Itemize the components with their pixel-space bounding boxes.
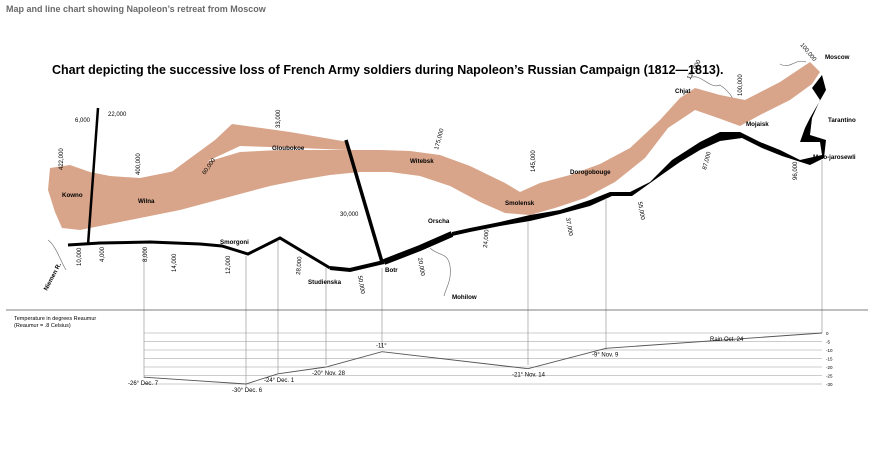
city-label: Niemen R. xyxy=(43,262,64,292)
city-label: Smolensk xyxy=(505,200,535,207)
city-label: Witebsk xyxy=(410,158,434,165)
city-label: Wilna xyxy=(138,198,155,205)
city-label: Mohilow xyxy=(452,294,477,301)
retreat-segment xyxy=(329,260,385,273)
temperature-label: Temperature in degrees Reaumur xyxy=(14,316,96,322)
army-size-label: 96,000 xyxy=(793,161,799,180)
river-line xyxy=(779,60,807,67)
temperature-grid: 0 -5 -10 -15 -20 -25 -30 xyxy=(144,331,833,387)
chart-title: Chart depicting the successive loss of F… xyxy=(52,63,724,77)
army-size-label: 33,000 xyxy=(276,109,282,128)
retreat-segment xyxy=(67,236,331,270)
army-size-label: 87,000 xyxy=(702,151,713,171)
temperature-tick-label: -25 xyxy=(826,374,833,379)
retreat-army-labels: 96,000 87,000 55,000 37,000 24,000 20,00… xyxy=(77,151,799,295)
temperature-point-label: Rain Oct. 24 xyxy=(710,337,744,343)
city-label: Kowno xyxy=(62,192,83,199)
temperature-tick-label: -15 xyxy=(826,357,833,362)
advance-band xyxy=(48,62,820,230)
army-size-label: 22,000 xyxy=(108,112,127,118)
retreat-band xyxy=(67,75,826,273)
city-label: Gloubokoe xyxy=(272,145,305,152)
advance-segment xyxy=(150,124,348,188)
temperature-tick-label: -10 xyxy=(826,348,833,353)
army-size-label: 55,000 xyxy=(636,201,645,221)
temperature-tick-label: -30 xyxy=(826,382,833,387)
temperature-point-label: -9° Nov. 9 xyxy=(592,352,619,358)
retreat-segment xyxy=(86,107,100,246)
army-size-label: 12,000 xyxy=(226,255,232,274)
army-size-label: 10,000 xyxy=(77,247,83,266)
army-size-label: 145,000 xyxy=(531,150,537,172)
temperature-tick-label: -20 xyxy=(826,365,833,370)
army-size-label: 4,000 xyxy=(100,246,106,262)
army-size-label: 50,000 xyxy=(356,275,365,295)
army-size-label: 127,000 xyxy=(687,59,703,81)
city-label: Dorogobouge xyxy=(570,169,611,176)
side-army-labels: 6,000 22,000 30,000 xyxy=(75,112,359,218)
army-size-label: 175,000 xyxy=(434,127,446,150)
army-size-label: 28,000 xyxy=(296,256,304,275)
city-label: Smorgoni xyxy=(220,239,249,246)
army-size-label: 8,000 xyxy=(143,246,149,262)
page-caption: Map and line chart showing Napoleon’s re… xyxy=(6,4,266,14)
city-label: Studienska xyxy=(308,279,342,286)
army-size-label: 30,000 xyxy=(340,212,359,218)
connector-lines xyxy=(143,160,823,387)
army-size-label: 100,000 xyxy=(798,42,817,63)
temperature-panel: Temperature in degrees Reaumur (Reaumur … xyxy=(6,309,868,394)
army-size-label: 400,000 xyxy=(136,153,142,175)
army-size-label: 37,000 xyxy=(564,217,573,237)
temperature-point-label: -26° Dec. 7 xyxy=(128,381,159,387)
temperature-sublabel: (Reaumur = .8 Celsius) xyxy=(14,323,71,329)
temperature-point-label: -24° Dec. 1 xyxy=(264,378,295,384)
army-size-label: 422,000 xyxy=(59,148,65,170)
army-size-label: 20,000 xyxy=(416,257,425,277)
army-size-label: 100,000 xyxy=(738,74,744,96)
retreat-segment xyxy=(382,231,454,265)
city-label: Orscha xyxy=(428,218,450,225)
temperature-point-label: -20° Nov. 28 xyxy=(312,371,346,377)
retreat-segment xyxy=(344,139,384,263)
river-line xyxy=(429,247,451,297)
city-label: Mojaisk xyxy=(746,121,769,128)
temperature-point-label: -21° Nov. 14 xyxy=(512,373,546,379)
city-label: Chjat xyxy=(675,88,690,95)
city-label: Moscow xyxy=(825,54,850,61)
temperature-tick-label: -5 xyxy=(826,340,830,345)
river-line xyxy=(47,239,67,271)
advance-segment xyxy=(48,62,820,230)
temperature-point-label: -11° xyxy=(376,344,387,350)
temperature-point-label: -30° Dec. 6 xyxy=(232,388,263,394)
city-label: Tarantino xyxy=(828,117,856,124)
temperature-point-labels: Rain Oct. 24 -9° Nov. 9 -21° Nov. 14 -11° -2… xyxy=(128,337,744,394)
army-size-label: 14,000 xyxy=(172,253,178,272)
city-label: Malo-jarosewli xyxy=(813,154,856,161)
army-size-label: 6,000 xyxy=(75,118,91,124)
temperature-tick-label: 0 xyxy=(826,331,829,336)
temperature-line xyxy=(143,332,823,385)
army-size-label: 24,000 xyxy=(483,229,491,248)
city-label: Botr xyxy=(385,267,398,274)
